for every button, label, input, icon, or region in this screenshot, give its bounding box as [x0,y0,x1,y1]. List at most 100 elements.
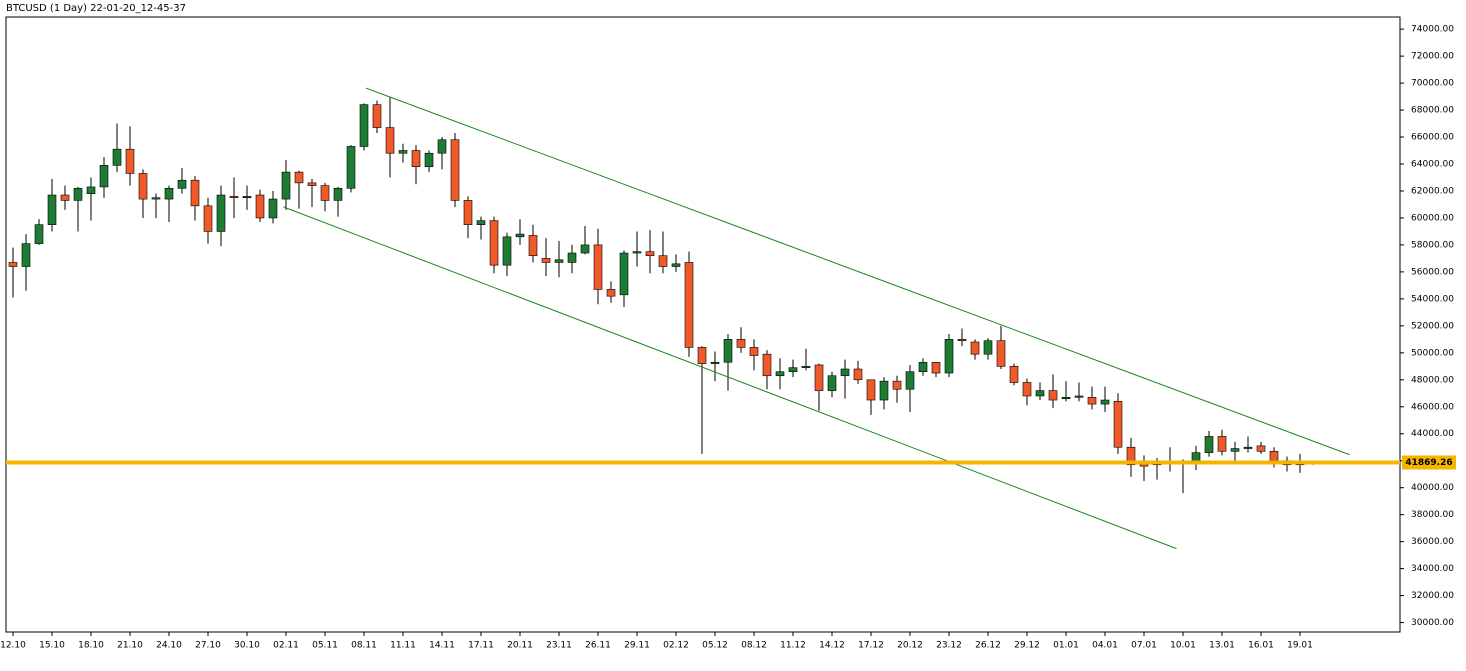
y-tick-label: 36000.00 [1411,537,1454,547]
candle-body [190,179,200,207]
candle-body [1243,446,1253,449]
y-tick-label: 46000.00 [1411,402,1454,412]
candle-body [346,146,356,189]
x-tick-label: 08.12 [741,641,767,651]
x-tick-label: 11.12 [780,641,806,651]
candle-body [593,244,603,290]
candle-body [216,194,226,232]
plot-frame [5,16,1401,633]
candle-body [983,340,993,355]
candle-body [489,220,499,266]
candle-body [619,252,629,296]
y-tick-label: 54000.00 [1411,294,1454,304]
x-tick-label: 23.11 [546,641,572,651]
candle-body [450,139,460,201]
candle-body [21,243,31,267]
x-tick-label: 01.01 [1053,641,1079,651]
x-tick-label: 20.12 [897,641,923,651]
x-tick-label: 26.11 [585,641,611,651]
candle-body [1009,366,1019,383]
candle-body [73,187,83,201]
y-tick-label: 64000.00 [1411,160,1454,170]
chart-title: BTCUSD (1 Day) 22-01-20_12-45-37 [6,3,186,14]
y-tick-label: 60000.00 [1411,213,1454,223]
candle-body [476,220,486,225]
candle-body [580,244,590,254]
candle-body [164,187,174,200]
candle-body [606,289,616,297]
candle-body [47,194,57,225]
candle-body [749,347,759,356]
candle-body [1269,450,1279,462]
candle-body [866,379,876,401]
candle-body [723,339,733,363]
candle-body [1217,436,1227,452]
y-tick-label: 66000.00 [1411,133,1454,143]
y-tick-label: 52000.00 [1411,321,1454,331]
x-tick-label: 13.01 [1209,641,1235,651]
candle-body [801,366,811,368]
candle-body [307,182,317,186]
candle-body [138,173,148,200]
candle-body [203,205,213,232]
candle-body [398,150,408,154]
candle-body [1087,397,1097,405]
x-tick-label: 30.10 [234,641,260,651]
candle-body [463,200,473,225]
candle-body [1074,395,1084,398]
y-tick-label: 32000.00 [1411,591,1454,601]
x-tick-label: 23.12 [936,641,962,651]
candle-body [99,165,109,188]
candle-body [970,341,980,355]
y-tick-label: 62000.00 [1411,186,1454,196]
trend-line [365,87,1350,456]
x-tick-label: 24.10 [156,641,182,651]
candle-body [125,148,135,174]
candle-body [528,235,538,257]
candle-body [775,371,785,377]
x-tick-label: 12.10 [0,641,26,651]
candle-body [60,194,70,201]
candle-body [684,262,694,348]
candle-body [255,194,265,219]
candle-body [658,255,668,267]
x-tick-label: 08.11 [351,641,377,651]
x-tick-label: 05.12 [702,641,728,651]
candle-body [957,339,967,341]
x-tick-label: 02.12 [663,641,689,651]
candle-body [918,361,928,373]
candle-body [151,197,161,200]
candle-body [515,233,525,238]
candle-body [1126,446,1136,466]
x-tick-label: 11.11 [390,641,416,651]
candle-body [944,339,954,374]
y-tick-label: 74000.00 [1411,25,1454,35]
y-tick-label: 72000.00 [1411,52,1454,62]
candle-body [1113,401,1123,448]
y-tick-label: 38000.00 [1411,510,1454,520]
x-tick-label: 07.01 [1131,641,1157,651]
candle-body [1061,397,1071,399]
candle-body [385,127,395,154]
y-tick-label: 70000.00 [1411,79,1454,89]
price-label-box [1402,455,1456,470]
x-tick-label: 29.11 [624,641,650,651]
candle-body [424,152,434,168]
x-tick-label: 19.01 [1287,641,1313,651]
candle-body [333,187,343,201]
candle-body [554,259,564,263]
candle-body [827,375,837,391]
candle-body [840,368,850,377]
candle-body [1100,399,1110,405]
x-tick-label: 04.01 [1092,641,1118,651]
y-tick-label: 44000.00 [1411,429,1454,439]
x-tick-label: 05.11 [312,641,338,651]
candle-body [229,196,239,199]
candle-body [411,150,421,168]
candle-body [710,361,720,364]
x-tick-label: 16.01 [1248,641,1274,651]
candle-body [1048,390,1058,401]
candle-body [879,380,889,401]
candle-body [502,236,512,266]
candle-body [671,263,681,267]
